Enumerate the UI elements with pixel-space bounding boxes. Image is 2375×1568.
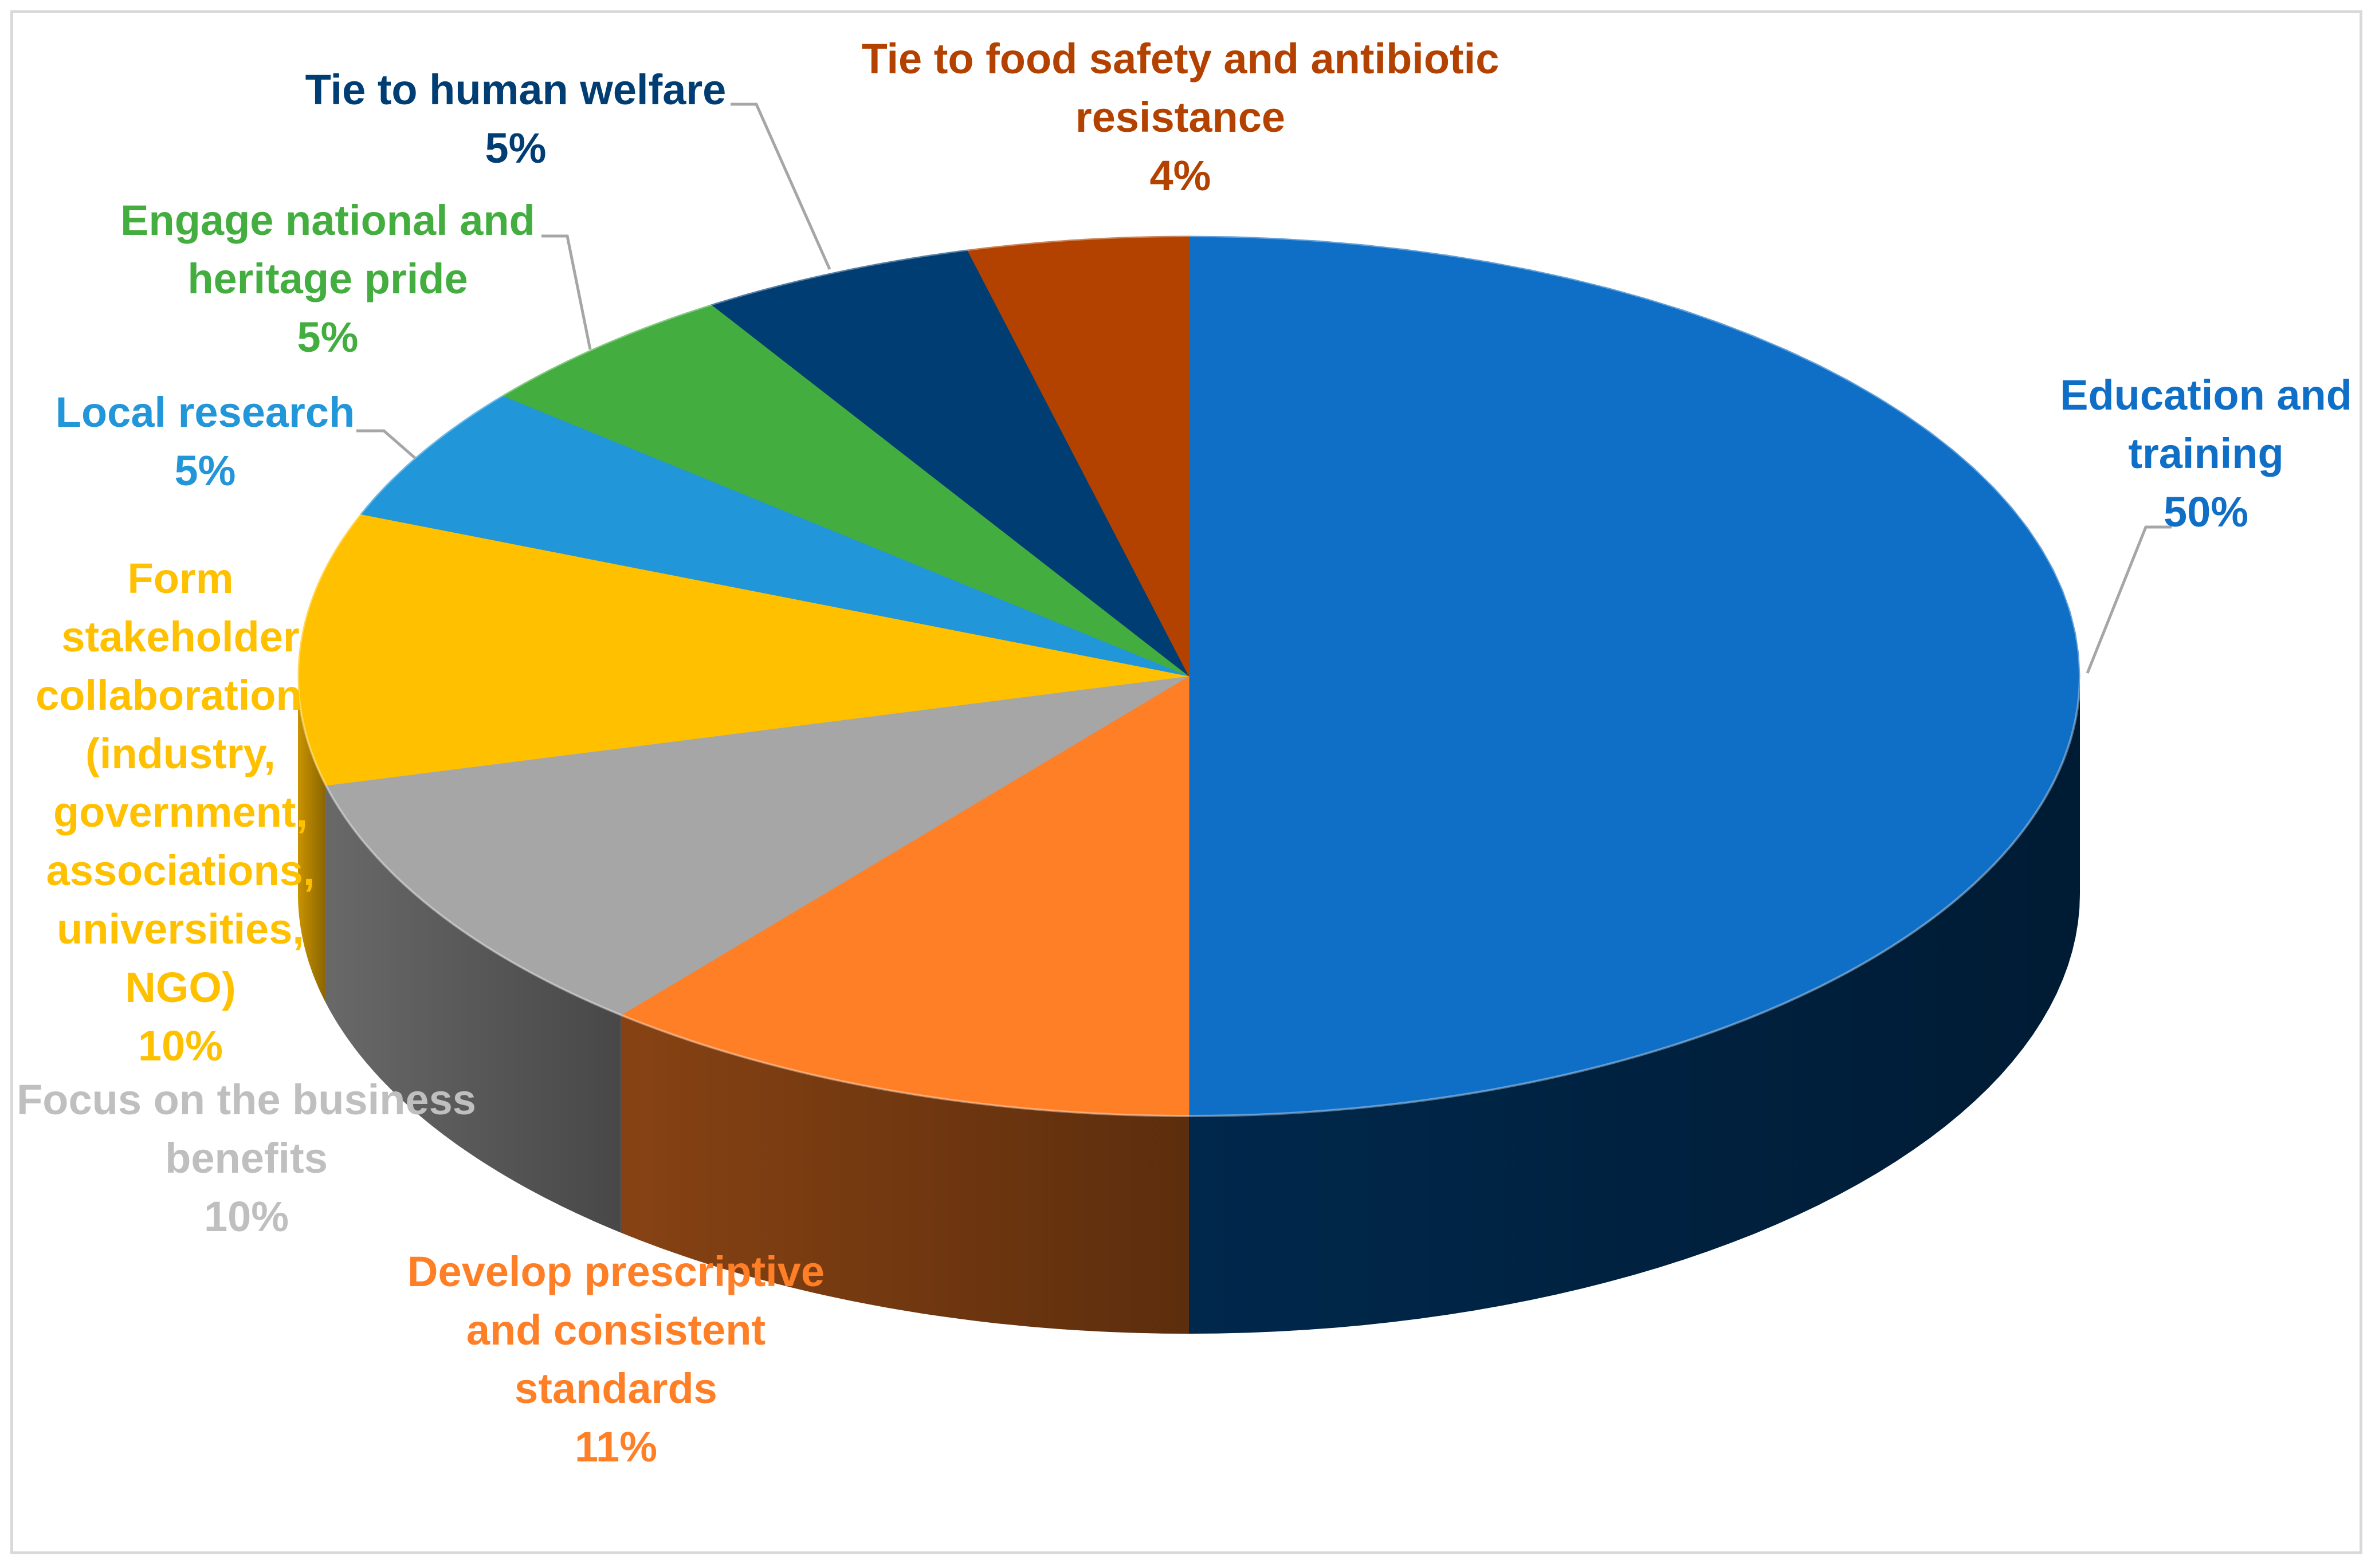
data-label-text: training bbox=[2128, 430, 2283, 477]
data-label-text: collaborations bbox=[36, 671, 325, 719]
data-labels: Education and training 50% Develop prescrip… bbox=[17, 35, 2352, 1471]
data-label-percent: 50% bbox=[2164, 488, 2248, 536]
data-label-text: (industry, bbox=[85, 730, 276, 777]
data-label-percent: 10% bbox=[138, 1022, 223, 1070]
data-label-percent: 11% bbox=[575, 1423, 657, 1471]
slice-form-stakeholder-collaborations-industry-government-associations-universities-ngo bbox=[297, 513, 1190, 786]
data-label-percent: 5% bbox=[297, 313, 359, 361]
slice-focus-on-the-business-benefits bbox=[325, 675, 1190, 1016]
data-label-focus-on-the-business-benefits: Focus on the business benefits 10% bbox=[17, 1076, 476, 1240]
slice-tie-to-human-welfare bbox=[710, 249, 1190, 677]
data-label-text: NGO) bbox=[125, 964, 235, 1011]
data-label-text: Develop prescriptive bbox=[407, 1248, 825, 1295]
data-label-text: Focus on the business bbox=[17, 1076, 476, 1123]
data-label-tie-to-human-welfare: Tie to human welfare 5% bbox=[305, 66, 727, 172]
data-label-text: standards bbox=[515, 1365, 717, 1412]
data-label-education-and-training: Education and training 50% bbox=[2060, 371, 2352, 536]
slice-engage-national-and-heritage-pride bbox=[501, 304, 1190, 677]
data-label-text: benefits bbox=[165, 1134, 328, 1182]
data-label-text: Form bbox=[128, 555, 234, 602]
slice-side-shade-education-and-training bbox=[1189, 676, 2080, 1334]
slice-side-shade-form-stakeholder-collaborations-industry-government-associations-universities-ngo bbox=[298, 676, 326, 1003]
data-label-text: Engage national and bbox=[120, 197, 535, 244]
data-label-text: Tie to human welfare bbox=[305, 66, 727, 113]
data-label-percent: 5% bbox=[175, 447, 236, 494]
data-label-percent: 10% bbox=[204, 1193, 289, 1240]
slice-side-shade-focus-on-the-business-benefits bbox=[325, 785, 621, 1233]
data-label-develop-prescriptive-and-consistent-standards: Develop prescriptive and consistent standa… bbox=[407, 1248, 825, 1471]
leader-line-local-research bbox=[356, 429, 417, 459]
pie-top-layer bbox=[297, 235, 2081, 1117]
data-label-text: resistance bbox=[1075, 93, 1285, 141]
pie-rim bbox=[297, 235, 2081, 1117]
data-label-local-research: Local research 5% bbox=[56, 388, 355, 494]
data-label-text: stakeholder bbox=[61, 613, 299, 661]
data-label-percent: 5% bbox=[485, 124, 547, 172]
slice-local-research bbox=[360, 395, 1190, 677]
leader-line-engage-national-and-heritage-pride bbox=[541, 234, 592, 350]
data-label-text: Local research bbox=[56, 388, 355, 436]
data-label-text: universities, bbox=[57, 905, 304, 953]
leader-line-education-and-training bbox=[2086, 525, 2172, 674]
leader-lines bbox=[356, 103, 2172, 674]
data-label-engage-national-and-heritage-pride: Engage national and heritage pride 5% bbox=[120, 197, 535, 361]
slice-develop-prescriptive-and-consistent-standards bbox=[620, 675, 1190, 1117]
data-label-text: and consistent bbox=[466, 1306, 766, 1354]
slice-education-and-training bbox=[1188, 235, 2080, 1117]
data-label-form-stakeholder-collaborations-industry-government-associations-universities-ngo: Form stakeholder collaborations (industry, g… bbox=[36, 555, 325, 1070]
data-label-text: associations, bbox=[46, 847, 315, 894]
slice-tie-to-food-safety-and-antibiotic-resistance bbox=[967, 235, 1190, 677]
data-label-text: heritage pride bbox=[187, 255, 468, 302]
data-label-percent: 4% bbox=[1150, 152, 1211, 199]
data-label-text: Tie to food safety and antibiotic bbox=[862, 35, 1499, 82]
pie-side-layer bbox=[298, 676, 2080, 1334]
data-label-text: government, bbox=[53, 788, 308, 836]
data-label-text: Education and bbox=[2060, 371, 2352, 419]
data-label-tie-to-food-safety-and-antibiotic-resistance: Tie to food safety and antibiotic resista… bbox=[862, 35, 1499, 199]
leader-line-tie-to-human-welfare bbox=[731, 103, 831, 270]
slice-side-shade-develop-prescriptive-and-consistent-standards bbox=[621, 1015, 1189, 1334]
